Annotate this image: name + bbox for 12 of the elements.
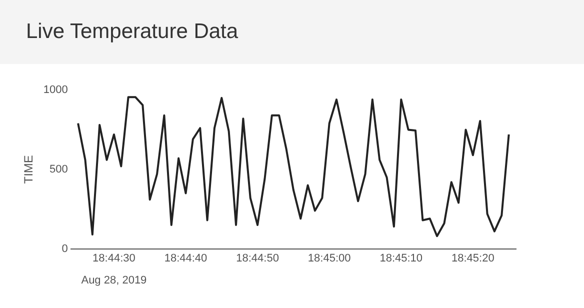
- x-tick-label: 18:45:10: [380, 252, 423, 264]
- chart-title: Live Temperature Data: [26, 20, 238, 44]
- text: Aug 28, 2019: [81, 274, 147, 286]
- x-tick-label: 18:44:40: [164, 252, 208, 264]
- x-tick-label: 18:45:20: [452, 252, 494, 264]
- x-tick-label: 18:45:00: [308, 252, 351, 264]
- y-axis-title: TIME: [22, 155, 36, 184]
- x-tick-label: 18:44:50: [236, 252, 279, 264]
- y-tick-label: 1000: [43, 84, 68, 96]
- y-tick-label: 500: [50, 163, 68, 176]
- x-tick-label: 18:44:30: [92, 252, 136, 264]
- y-tick-label: 0: [62, 242, 68, 255]
